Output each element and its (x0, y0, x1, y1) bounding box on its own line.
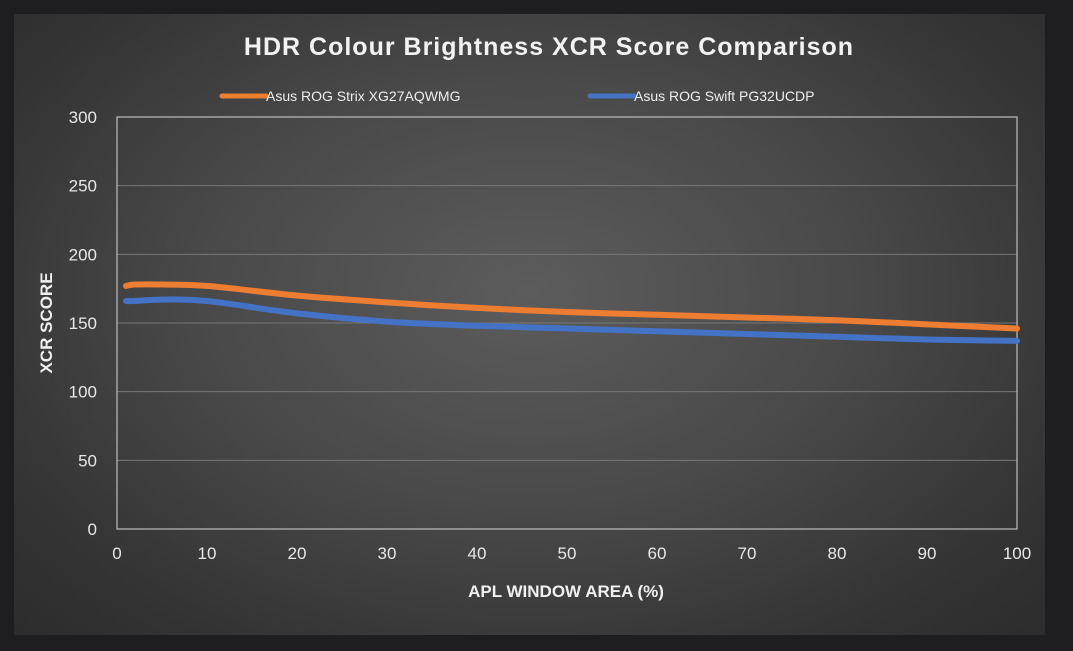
line-chart: HDR Colour Brightness XCR Score Comparis… (37, 33, 1031, 601)
x-tick-label: 0 (112, 544, 121, 563)
y-axis-title: XCR SCORE (37, 272, 56, 373)
x-tick-label: 100 (1003, 544, 1031, 563)
legend-label-series-2: Asus ROG Swift PG32UCDP (634, 88, 815, 104)
series-lines (123, 281, 1020, 344)
x-tick-label: 20 (288, 544, 307, 563)
legend-item-series-2: Asus ROG Swift PG32UCDP (587, 88, 815, 104)
legend: Asus ROG Strix XG27AQWMG Asus ROG Swift … (219, 88, 815, 104)
gridlines (117, 116, 1017, 461)
y-tick-label: 200 (69, 245, 97, 264)
plot-border (116, 116, 1018, 530)
y-tick-label: 50 (78, 451, 97, 470)
series-line-1 (123, 281, 1020, 332)
chart-frame: HDR Colour Brightness XCR Score Comparis… (14, 14, 1045, 635)
plot-area (116, 116, 1018, 530)
legend-label-series-1: Asus ROG Strix XG27AQWMG (266, 88, 460, 104)
x-tick-label: 30 (378, 544, 397, 563)
x-tick-label: 40 (468, 544, 487, 563)
x-tick-label: 70 (738, 544, 757, 563)
y-axis-ticks: 0 50 100 150 200 250 300 (69, 108, 97, 539)
series-line-2 (123, 296, 1020, 344)
chart-title: HDR Colour Brightness XCR Score Comparis… (244, 33, 854, 61)
y-tick-label: 0 (88, 520, 97, 539)
x-tick-label: 90 (918, 544, 937, 563)
x-tick-label: 60 (648, 544, 667, 563)
x-axis-ticks: 0 10 20 30 40 50 60 70 80 90 100 (112, 544, 1031, 563)
x-axis-title: APL WINDOW AREA (%) (468, 582, 664, 601)
y-tick-label: 100 (69, 383, 97, 402)
y-tick-label: 300 (69, 108, 97, 127)
x-tick-label: 10 (198, 544, 217, 563)
y-tick-label: 250 (69, 177, 97, 196)
y-tick-label: 150 (69, 314, 97, 333)
x-tick-label: 80 (828, 544, 847, 563)
x-tick-label: 50 (558, 544, 577, 563)
legend-item-series-1: Asus ROG Strix XG27AQWMG (219, 88, 460, 104)
